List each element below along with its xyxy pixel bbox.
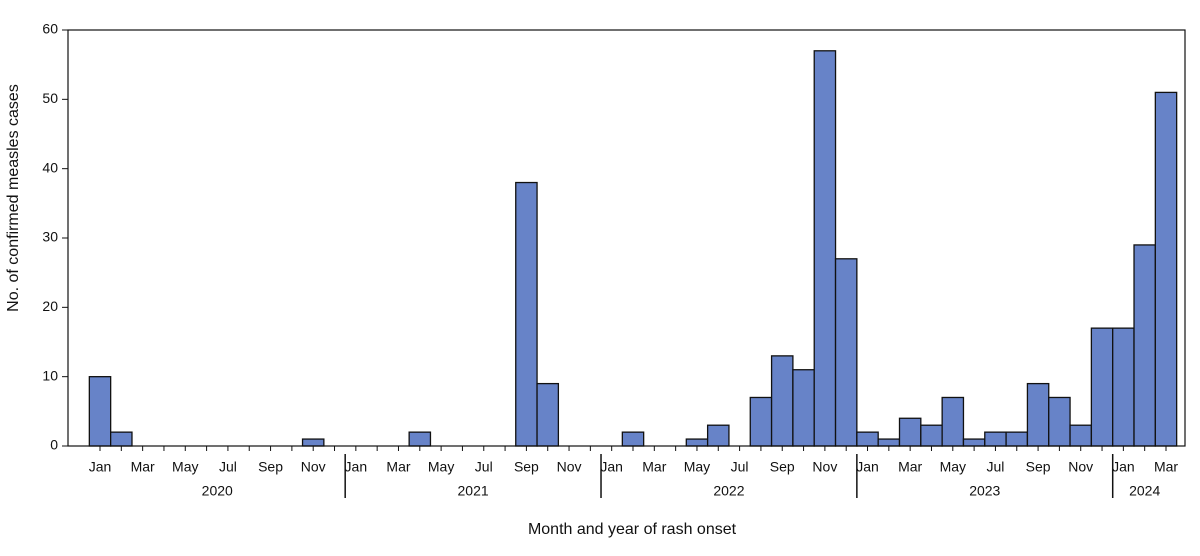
y-axis-title: No. of confirmed measles cases xyxy=(5,84,22,312)
year-label: 2020 xyxy=(202,483,233,499)
bar xyxy=(685,438,709,447)
year-label: 2022 xyxy=(713,483,744,499)
x-axis-title: Month and year of rash onset xyxy=(528,521,737,538)
x-tick-label: Mar xyxy=(1154,459,1178,475)
bar xyxy=(792,369,815,447)
x-tick-label: Jul xyxy=(731,459,749,475)
bar xyxy=(749,396,773,447)
bar xyxy=(984,431,1007,447)
x-tick-label: Nov xyxy=(301,459,326,475)
bar xyxy=(877,438,901,447)
bar xyxy=(408,431,432,447)
x-tick-label: Mar xyxy=(386,459,410,475)
y-tick-label: 10 xyxy=(42,367,58,383)
x-tick-label: Jan xyxy=(89,459,112,475)
plot-frame xyxy=(67,29,1186,447)
x-tick-label: Jul xyxy=(219,459,237,475)
y-tick-label: 0 xyxy=(50,437,58,453)
bar xyxy=(1133,244,1156,447)
x-tick-label: Jan xyxy=(856,459,879,475)
bar xyxy=(515,181,538,447)
bar xyxy=(770,355,794,447)
x-tick-label: May xyxy=(172,459,198,475)
y-tick-label: 50 xyxy=(42,90,58,106)
bar xyxy=(1112,327,1135,447)
bar xyxy=(1090,327,1114,447)
x-tick-label: May xyxy=(428,459,454,475)
bar xyxy=(621,431,645,447)
bar xyxy=(941,396,965,447)
x-tick-label: Sep xyxy=(770,459,795,475)
x-tick-label: May xyxy=(940,459,966,475)
bar xyxy=(813,50,837,447)
bar xyxy=(920,424,943,447)
year-label: 2023 xyxy=(969,483,1000,499)
x-tick-label: Mar xyxy=(898,459,922,475)
x-tick-label: Sep xyxy=(514,459,539,475)
bar xyxy=(706,424,730,447)
bar xyxy=(898,417,922,447)
bar xyxy=(1048,396,1071,447)
bar xyxy=(1026,382,1050,447)
bar xyxy=(856,431,879,447)
x-tick-label: Mar xyxy=(642,459,666,475)
y-tick-label: 60 xyxy=(42,21,58,37)
x-tick-label: Jan xyxy=(600,459,623,475)
year-label: 2021 xyxy=(458,483,489,499)
x-tick-label: Mar xyxy=(131,459,155,475)
y-tick-label: 30 xyxy=(42,229,58,245)
x-tick-label: Nov xyxy=(812,459,837,475)
x-tick-label: Jul xyxy=(986,459,1004,475)
bar xyxy=(301,438,325,447)
bar xyxy=(1005,431,1029,447)
year-label: 2024 xyxy=(1129,483,1160,499)
bar xyxy=(962,438,986,447)
bar xyxy=(1069,424,1093,447)
bar xyxy=(110,431,133,447)
bar xyxy=(536,382,560,447)
x-tick-label: Jan xyxy=(345,459,368,475)
y-tick-label: 20 xyxy=(42,298,58,314)
x-tick-label: Nov xyxy=(1068,459,1093,475)
y-tick-label: 40 xyxy=(42,159,58,175)
x-tick-label: Sep xyxy=(258,459,283,475)
bar xyxy=(834,258,858,447)
x-tick-label: May xyxy=(684,459,710,475)
x-tick-label: Sep xyxy=(1026,459,1051,475)
x-tick-label: Jul xyxy=(475,459,493,475)
x-tick-label: Jan xyxy=(1112,459,1135,475)
bar xyxy=(88,376,112,447)
x-tick-label: Nov xyxy=(557,459,582,475)
bar xyxy=(1154,91,1178,447)
